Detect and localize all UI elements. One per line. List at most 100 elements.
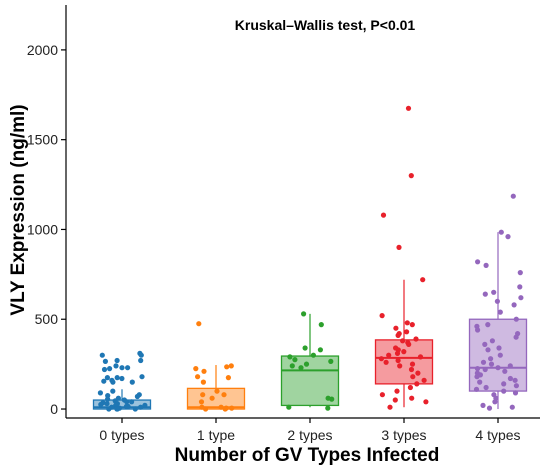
data-point [229,405,235,411]
data-point [408,173,414,179]
data-point [221,392,227,398]
data-point [222,406,228,412]
data-point [110,379,116,385]
x-tick-label: 2 types [287,427,332,443]
data-point [104,401,110,407]
data-point [400,338,406,344]
data-point [292,357,298,363]
data-point [378,356,384,362]
data-point [417,354,424,360]
data-point [406,341,412,347]
data-point [228,363,234,369]
data-point [200,379,206,385]
data-point [482,366,488,373]
data-point [480,402,486,408]
data-point [404,329,410,335]
data-point [482,341,488,347]
data-point [310,352,316,358]
data-point [298,365,304,371]
data-point [329,396,335,402]
data-point [119,365,125,371]
data-point [383,359,389,365]
data-point [392,397,398,403]
data-point [483,384,489,391]
data-point [114,357,120,364]
data-point [114,406,120,412]
data-point [498,229,504,235]
data-point [501,388,507,394]
data-point [396,244,402,250]
x-tick-label: 1 type [197,427,235,443]
data-point [387,404,393,410]
data-point [303,361,310,367]
data-point [394,350,401,356]
data-point [328,358,334,364]
data-point [102,358,108,364]
data-point [214,388,220,394]
data-point [318,322,324,328]
data-point [401,349,407,355]
data-point [517,270,523,276]
data-point [513,316,519,322]
data-point [475,327,481,333]
data-point [380,212,387,218]
data-point [420,277,426,283]
data-point [410,374,416,380]
plot-area: 0 500 1000 1500 2000 0 types 1 type 2 types 3 ty… [27,5,540,443]
data-point [409,322,415,328]
data-point [286,404,292,410]
data-point [494,298,500,304]
data-point [405,105,412,111]
data-point [129,379,135,385]
data-point [407,384,413,391]
data-point [138,404,144,410]
data-point [209,395,215,401]
data-point [497,309,503,315]
data-point [386,352,392,358]
data-point [486,405,493,411]
data-point [97,390,103,396]
data-point [104,375,110,381]
data-point [132,406,138,412]
data-point [489,338,495,344]
data-point [129,399,135,405]
data-point [474,374,480,380]
data-point [142,402,148,408]
data-point [203,406,209,412]
data-point [124,399,130,405]
data-point [477,379,483,385]
data-point [114,375,120,381]
data-point [287,354,293,360]
data-point [485,347,491,353]
data-point [134,393,140,400]
data-point [317,347,323,353]
data-point [502,368,508,374]
data-point [301,311,307,317]
data-point [488,356,494,362]
data-point [106,406,112,412]
data-point [302,345,308,351]
data-point [511,302,517,308]
data-point [475,259,481,265]
data-point [105,396,111,402]
data-point [474,366,481,372]
data-point [395,357,401,364]
data-point [393,325,399,331]
data-point [483,262,489,268]
data-point [518,295,524,301]
data-point [409,361,416,367]
data-point [123,403,130,409]
data-point [409,395,415,401]
data-point [423,399,429,405]
data-point [225,375,231,381]
data-point [513,383,520,389]
data-point [509,404,515,410]
y-tick-label: 1000 [27,221,58,237]
y-tick-label: 2000 [27,42,58,58]
data-point [507,375,513,382]
y-tick-label: 0 [50,401,58,417]
data-point [473,386,480,392]
data-point [98,401,104,408]
data-point [193,366,199,372]
